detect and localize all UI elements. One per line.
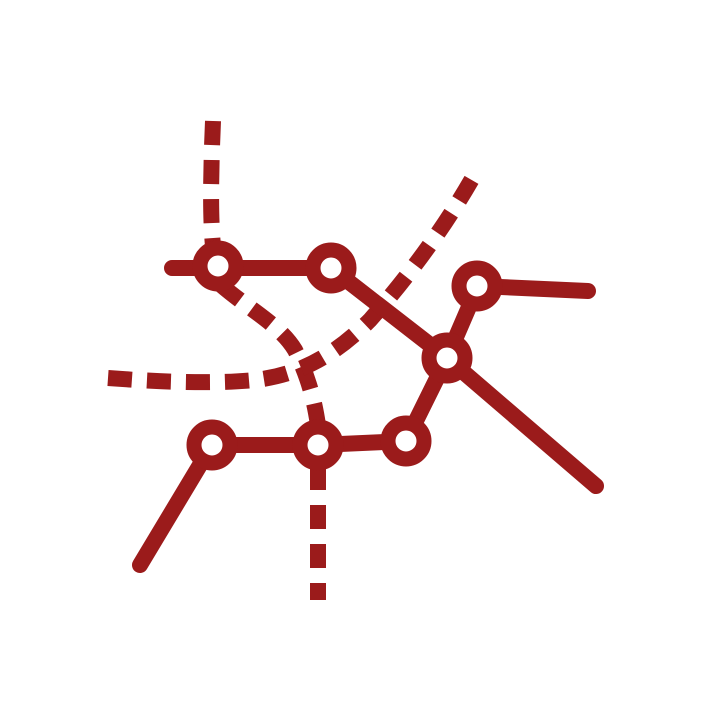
station-node — [380, 415, 432, 467]
stations — [186, 240, 503, 471]
station-node — [292, 419, 344, 471]
station-node — [451, 260, 503, 312]
dashed-route-west-northeast — [107, 168, 483, 391]
dashed-route-diagonal — [215, 278, 326, 427]
station-node — [186, 419, 238, 471]
station-node — [421, 332, 473, 384]
station-node — [192, 240, 244, 292]
solid-route-upper — [164, 260, 604, 494]
station-node — [305, 242, 357, 294]
dashed-route-lines — [107, 120, 483, 600]
dashed-route-north — [203, 120, 221, 247]
